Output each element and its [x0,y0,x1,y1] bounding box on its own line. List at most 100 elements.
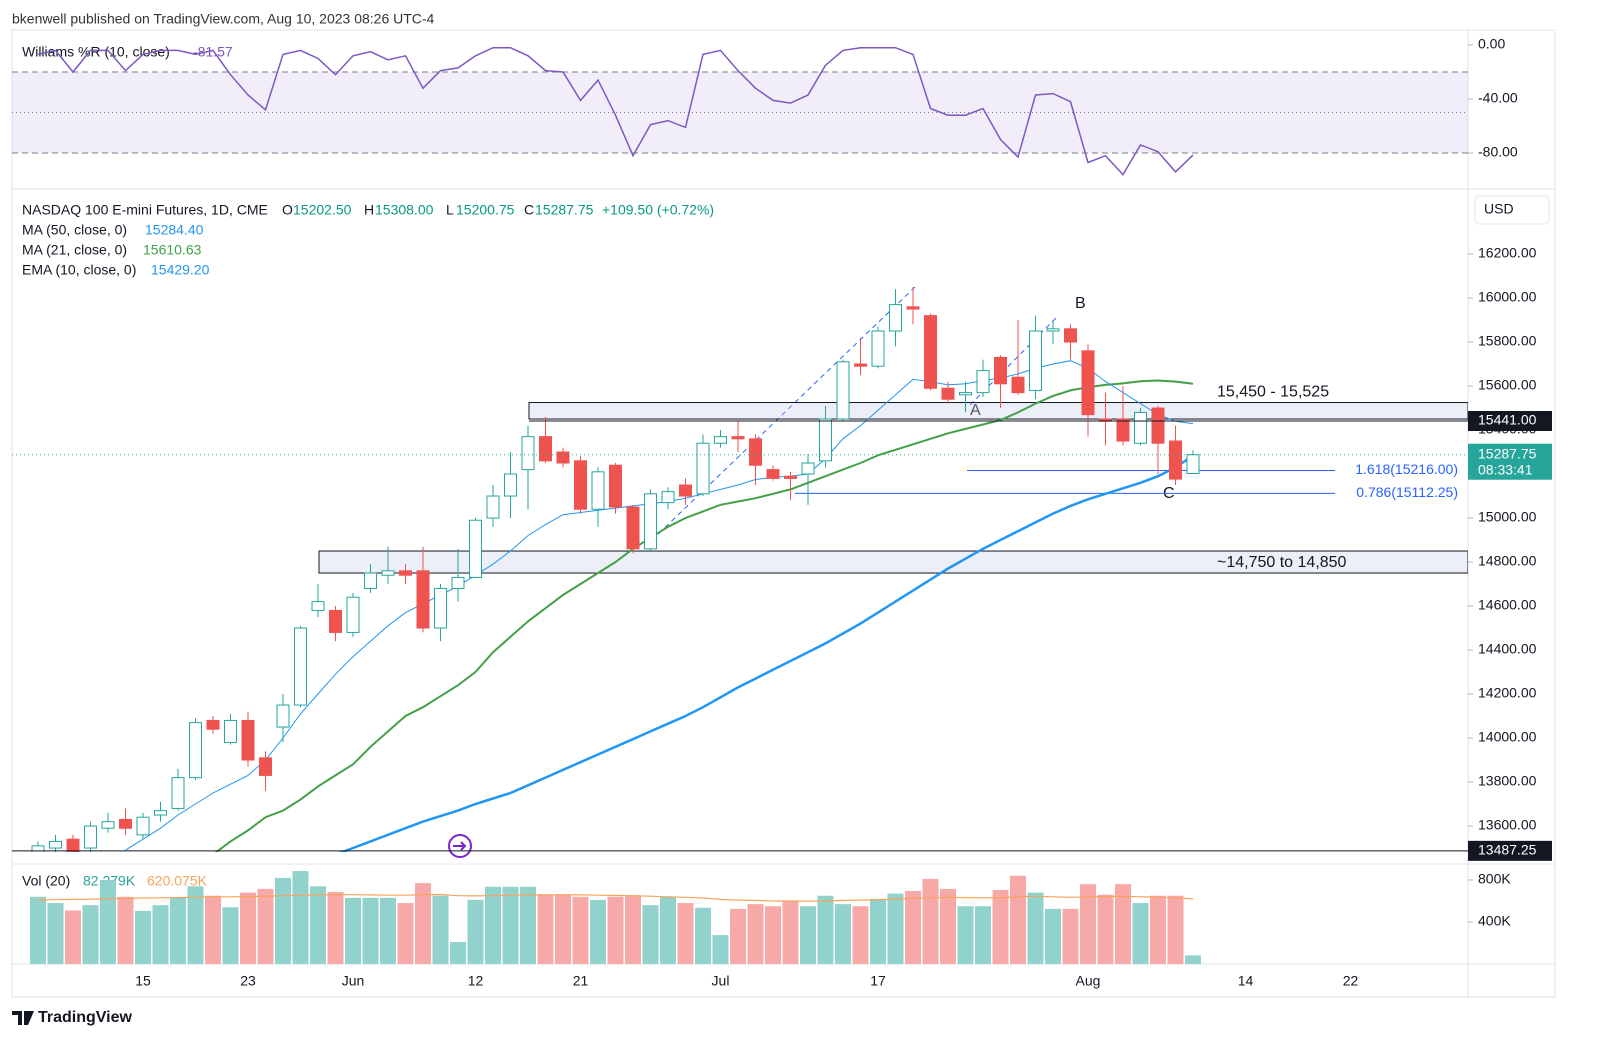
volume-bar [397,903,414,964]
axes: 15 23 Jun 12 21 Jul 17 Aug 14 22 13600.00 13800.00 1… [12,36,1552,989]
candle-body [31,845,45,852]
candle-body [696,442,710,495]
y-tick-label: 14600.00 [1478,597,1537,613]
candle-body [206,719,220,730]
candle-body [84,825,97,849]
y-tick-label: 14800.00 [1478,553,1537,569]
volume-bar [30,896,46,964]
volume-pane [30,871,1201,964]
candle-body [906,306,920,310]
y-tick-label: 14400.00 [1478,641,1537,657]
volume-bar [660,896,676,964]
y-tick-label: 16200.00 [1478,245,1537,261]
volume-bar [65,910,81,964]
candle-body [154,810,167,816]
volume-bar [782,900,799,964]
volume-bar [450,941,466,964]
zone-label: ~14,750 to 14,850 [1217,554,1347,571]
volume-bar [152,905,169,964]
ohlc-key: C [524,202,534,218]
ma-value: 15429.20 [151,262,210,278]
volume-bar [642,905,659,964]
level-tag-label: 13487.25 [1478,842,1537,858]
candle-body [609,464,622,508]
level-tag-label: 15441.00 [1478,412,1537,428]
volume-bar [835,904,851,964]
candle-body [364,572,377,589]
price-pane: 15,450 - 15,525 ~14,750 to 14,850 1.618(15… [12,287,1468,852]
candle-body [749,438,762,466]
volume-bar [1185,955,1201,964]
currency-box[interactable] [1474,195,1550,225]
y-tick-label: 14000.00 [1478,729,1537,745]
volume-bar [310,886,326,964]
wave-label: A [970,402,981,419]
y-tick-label: 16000.00 [1478,289,1537,305]
x-tick-label: 12 [468,973,484,989]
volume-bar [607,896,624,964]
volume-bar [992,889,1009,964]
candle-body [556,451,570,464]
candle-body [766,469,780,479]
level-tag [1468,411,1552,432]
candle-body [49,840,62,849]
volume-bar [852,906,869,964]
y-tick-label: 15600.00 [1478,377,1537,393]
volume-bar [187,886,204,964]
volume-bar [415,883,431,964]
y-tick-label: 800K [1478,871,1511,887]
y-tick-label: 13800.00 [1478,773,1537,789]
volume-bar [135,910,151,964]
x-tick-label: Jul [712,973,730,989]
volume-bar [975,906,991,964]
volume-bar [1167,895,1184,964]
volume-bar [1045,908,1061,964]
volume-bar [765,906,781,964]
candle-body [294,627,307,706]
candle-body [976,370,990,394]
y-tick-label: 13600.00 [1478,817,1537,833]
volume-bar [502,886,519,964]
volume-bar [800,906,816,964]
volume-bar [275,877,291,964]
candle-body [171,777,185,809]
volume-bar [870,898,886,964]
candle-body [1116,418,1130,442]
volume-bar [905,890,921,964]
ohlc-value: 15308.00 [375,202,434,218]
volume-ma-line [37,893,1194,902]
y-tick-label: 15800.00 [1478,333,1537,349]
replay-icon[interactable] [448,834,472,858]
volume-bar [1062,908,1079,964]
volume-bar [1097,894,1114,964]
volume-bar [327,892,344,964]
volume-bar [817,895,834,964]
candle-body [1046,328,1060,332]
volume-bar [170,897,186,964]
ma-line [338,454,1194,852]
williams-pane [12,46,1468,176]
candle-body [346,596,360,633]
volume-bar [1150,895,1166,964]
candle-body [1011,376,1025,394]
volume-bar [257,888,274,964]
ohlc-key: H [364,202,374,218]
candle-body [101,821,115,829]
y-tick-label: -80.00 [1478,144,1518,160]
candle-body [784,475,797,479]
candle-body [521,436,535,471]
x-tick-label: 23 [240,973,256,989]
brand-logo [12,1011,34,1025]
candle-body [959,392,972,396]
candle-body [591,471,605,510]
currency[interactable]: USD [1484,201,1514,217]
volume-bar [117,896,134,964]
y-tick-label: -40.00 [1478,90,1518,106]
countdown: 08:33:41 [1478,461,1533,477]
volume-bar [380,897,396,964]
volume-bar [1115,884,1131,964]
candle-body [504,473,517,497]
candle-body [854,363,867,367]
